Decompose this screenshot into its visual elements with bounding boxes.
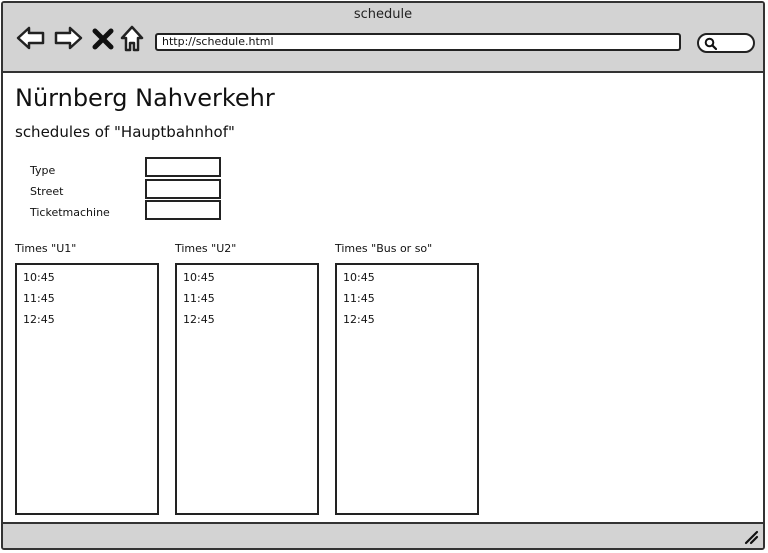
type-input[interactable]	[145, 157, 221, 177]
home-button[interactable]	[119, 23, 145, 53]
arrow-right-icon	[54, 26, 83, 50]
times-u2-list[interactable]: 10:45 11:45 12:45	[175, 263, 319, 515]
street-label: Street	[30, 185, 64, 198]
page-content: Nürnberg Nahverkehr schedules of "Hauptb…	[3, 73, 763, 522]
search-box[interactable]	[697, 33, 755, 53]
list-item[interactable]: 12:45	[343, 313, 375, 326]
list-item[interactable]: 10:45	[343, 271, 375, 284]
search-icon	[704, 37, 717, 50]
forward-button[interactable]	[53, 23, 83, 53]
resize-grip-icon[interactable]	[743, 529, 759, 545]
stop-button[interactable]	[91, 23, 115, 53]
window-title: schedule	[353, 7, 413, 22]
list-item[interactable]: 11:45	[343, 292, 375, 305]
home-icon	[120, 25, 144, 52]
list-item[interactable]: 12:45	[23, 313, 55, 326]
page-title: Nürnberg Nahverkehr	[15, 84, 275, 112]
list-item[interactable]: 11:45	[23, 292, 55, 305]
ticketmachine-label: Ticketmachine	[30, 206, 110, 219]
type-label: Type	[30, 164, 56, 177]
list-item[interactable]: 11:45	[183, 292, 215, 305]
page-subtitle: schedules of "Hauptbahnhof"	[15, 123, 235, 141]
browser-chrome: schedule http://schedule.html	[3, 3, 763, 73]
status-bar	[3, 522, 763, 548]
times-u1-list[interactable]: 10:45 11:45 12:45	[15, 263, 159, 515]
back-button[interactable]	[16, 23, 46, 53]
list-item[interactable]: 10:45	[183, 271, 215, 284]
times-u2-label: Times "U2"	[175, 242, 237, 255]
street-input[interactable]	[145, 179, 221, 199]
times-bus-list[interactable]: 10:45 11:45 12:45	[335, 263, 479, 515]
address-bar[interactable]: http://schedule.html	[155, 33, 681, 51]
ticketmachine-input[interactable]	[145, 200, 221, 220]
list-item[interactable]: 10:45	[23, 271, 55, 284]
close-x-icon	[92, 28, 114, 50]
times-u1-label: Times "U1"	[15, 242, 77, 255]
list-item[interactable]: 12:45	[183, 313, 215, 326]
times-bus-label: Times "Bus or so"	[335, 242, 433, 255]
arrow-left-icon	[16, 26, 45, 50]
